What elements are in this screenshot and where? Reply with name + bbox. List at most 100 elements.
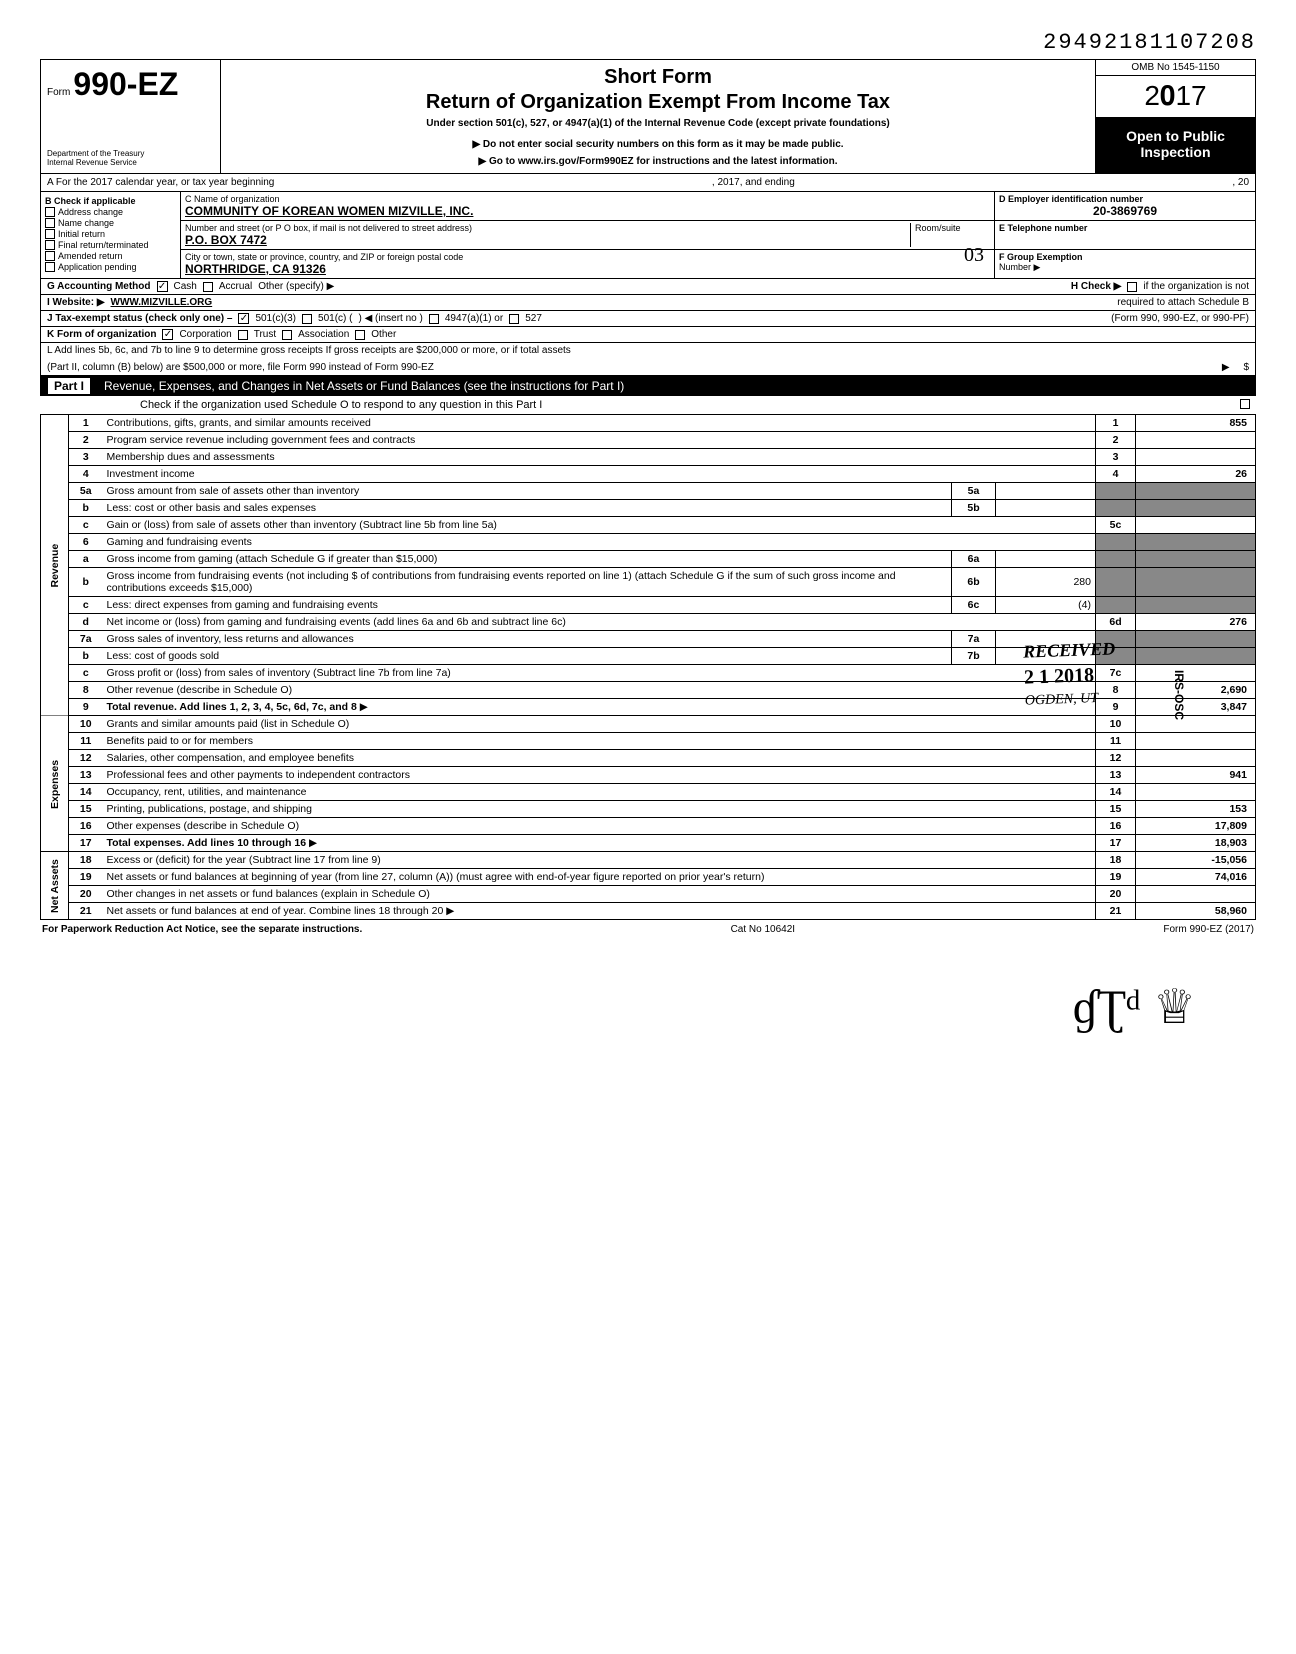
shv6 (1136, 534, 1256, 551)
chk-501c[interactable] (302, 314, 312, 324)
shv5a (1136, 483, 1256, 500)
chk-527[interactable] (509, 314, 519, 324)
return-title: Return of Organization Exempt From Incom… (231, 91, 1085, 114)
side-expenses: Expenses (41, 716, 69, 852)
rv14 (1136, 784, 1256, 801)
ld9: Total revenue. Add lines 1, 2, 3, 4, 5c,… (107, 701, 357, 713)
rv5c (1136, 517, 1256, 534)
ld13: Professional fees and other payments to … (107, 769, 411, 781)
sh6 (1096, 534, 1136, 551)
rn6d: 6d (1096, 614, 1136, 631)
ln12: 12 (69, 750, 103, 767)
row-a-label: A For the 2017 calendar year, or tax yea… (47, 177, 274, 188)
rv15: 153 (1136, 801, 1256, 818)
ld16: Other expenses (describe in Schedule O) (107, 820, 300, 832)
org-addr: P.O. BOX 7472 (185, 233, 910, 247)
rn11: 11 (1096, 733, 1136, 750)
rv3 (1136, 449, 1256, 466)
rn18: 18 (1096, 852, 1136, 869)
chk-corp[interactable]: ✓ (162, 329, 173, 340)
ln16: 16 (69, 818, 103, 835)
h-label: H Check ▶ (1071, 281, 1121, 292)
rv13: 941 (1136, 767, 1256, 784)
ld7b: Less: cost of goods sold (107, 650, 220, 662)
ld2: Program service revenue including govern… (107, 434, 416, 446)
rn14: 14 (1096, 784, 1136, 801)
ld8: Other revenue (describe in Schedule O) (107, 684, 293, 696)
org-city: NORTHRIDGE, CA 91326 (185, 262, 990, 276)
rn16: 16 (1096, 818, 1136, 835)
rn13: 13 (1096, 767, 1136, 784)
ln8: 8 (69, 682, 103, 699)
chk-h[interactable] (1127, 282, 1137, 292)
ld6d: Net income or (loss) from gaming and fun… (107, 616, 566, 628)
chk-4947[interactable] (429, 314, 439, 324)
ld17: Total expenses. Add lines 10 through 16 (107, 837, 307, 849)
chk-other-org[interactable] (355, 330, 365, 340)
chk-cash[interactable]: ✓ (157, 281, 168, 292)
rv21: 58,960 (1136, 903, 1256, 920)
part1-title: Revenue, Expenses, and Changes in Net As… (98, 378, 630, 394)
mv5b (996, 500, 1096, 517)
ln21: 21 (69, 903, 103, 920)
mn6c: 6c (952, 597, 996, 614)
chk-trust[interactable] (238, 330, 248, 340)
rv17: 18,903 (1136, 835, 1256, 852)
ln18: 18 (69, 852, 103, 869)
lbl-501c3: 501(c)(3) (255, 313, 296, 324)
ld20: Other changes in net assets or fund bala… (107, 888, 430, 900)
d-label: D Employer identification number (999, 194, 1251, 204)
ln6: 6 (69, 534, 103, 551)
ln2: 2 (69, 432, 103, 449)
rn10: 10 (1096, 716, 1136, 733)
ld5a: Gross amount from sale of assets other t… (107, 485, 360, 497)
ld19: Net assets or fund balances at beginning… (107, 871, 765, 883)
h3-text: (Form 990, 990-EZ, or 990-PF) (1111, 313, 1249, 324)
lbl-other-method: Other (specify) ▶ (258, 281, 334, 292)
rn5c: 5c (1096, 517, 1136, 534)
chk-initial[interactable] (45, 229, 55, 239)
lbl-amended: Amended return (58, 251, 123, 261)
ld5c: Gain or (loss) from sale of assets other… (107, 519, 497, 531)
h2-text: required to attach Schedule B (1117, 297, 1249, 308)
side-netassets: Net Assets (41, 852, 69, 920)
lbl-trust: Trust (254, 329, 276, 340)
chk-accrual[interactable] (203, 282, 213, 292)
received-stamp: RECEIVED 2 1 2018 OGDEN, UT (1023, 638, 1117, 709)
part1-num: Part I (48, 378, 90, 394)
part1-sub-text: Check if the organization used Schedule … (140, 399, 542, 411)
chk-part1[interactable] (1240, 399, 1250, 409)
lbl-final: Final return/terminated (58, 240, 149, 250)
ln6a: a (69, 551, 103, 568)
lbl-name: Name change (58, 218, 114, 228)
ln5c: c (69, 517, 103, 534)
sh5b (1096, 500, 1136, 517)
chk-name[interactable] (45, 218, 55, 228)
rn2: 2 (1096, 432, 1136, 449)
l-line2: (Part II, column (B) below) are $500,000… (47, 362, 434, 373)
rv11 (1136, 733, 1256, 750)
go-to-url: ▶ Go to www.irs.gov/Form990EZ for instru… (231, 156, 1085, 167)
mv6a (996, 551, 1096, 568)
chk-501c3[interactable]: ✓ (238, 313, 249, 324)
ln14: 14 (69, 784, 103, 801)
shv6b (1136, 568, 1256, 597)
ln7a: 7a (69, 631, 103, 648)
footer: For Paperwork Reduction Act Notice, see … (40, 920, 1256, 939)
chk-app[interactable] (45, 262, 55, 272)
chk-assoc[interactable] (282, 330, 292, 340)
sh5a (1096, 483, 1136, 500)
l-arrow: ▶ (1222, 362, 1230, 373)
footer-right: Form 990-EZ (2017) (1163, 924, 1254, 935)
ln9: 9 (69, 699, 103, 716)
ln19: 19 (69, 869, 103, 886)
chk-address[interactable] (45, 207, 55, 217)
f-label2: Number ▶ (999, 262, 1251, 273)
ld14: Occupancy, rent, utilities, and maintena… (107, 786, 307, 798)
side-revenue: Revenue (41, 415, 69, 716)
chk-final[interactable] (45, 240, 55, 250)
chk-amended[interactable] (45, 251, 55, 261)
j-label: J Tax-exempt status (check only one) – (47, 313, 232, 324)
shv6c (1136, 597, 1256, 614)
c-name-label: C Name of organization (185, 194, 990, 204)
